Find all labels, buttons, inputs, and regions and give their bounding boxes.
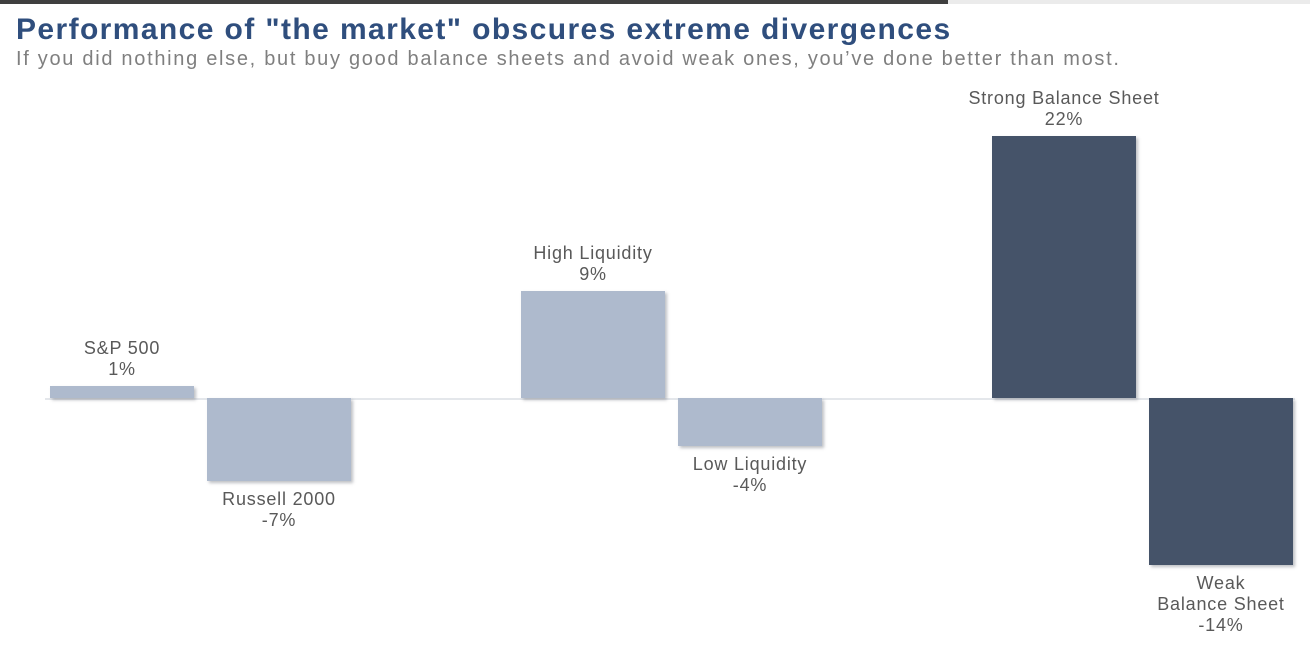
top-strip-dark xyxy=(0,0,948,4)
bar-label-russell-2000: Russell 2000 -7% xyxy=(159,489,399,531)
bar-strong-balance-sheet xyxy=(992,136,1136,398)
bar-label-line: -4% xyxy=(732,475,768,495)
bar-label-strong-balance-sheet: Strong Balance Sheet 22% xyxy=(944,88,1184,130)
bar-label-line: Balance Sheet xyxy=(1157,594,1285,614)
bar-weak-balance-sheet xyxy=(1149,398,1293,565)
bar-russell-2000 xyxy=(207,398,351,481)
top-strip-light xyxy=(948,0,1310,4)
chart-subtitle: If you did nothing else, but buy good ba… xyxy=(16,48,1121,70)
bar-label-low-liquidity: Low Liquidity -4% xyxy=(630,454,870,496)
bar-high-liquidity xyxy=(521,291,665,398)
bar-label-line: S&P 500 xyxy=(83,338,161,358)
bar-label-line: 22% xyxy=(1044,109,1084,129)
bar-s-p-500 xyxy=(50,386,194,398)
bar-label-line: -14% xyxy=(1198,615,1244,635)
zero-axis-line xyxy=(45,398,1295,400)
bar-label-line: -7% xyxy=(261,510,297,530)
bar-label-line: Weak xyxy=(1196,573,1246,593)
bar-label-s-p-500: S&P 500 1% xyxy=(2,338,242,380)
bar-label-high-liquidity: High Liquidity 9% xyxy=(473,243,713,285)
bar-label-line: Strong Balance Sheet xyxy=(968,88,1160,108)
bar-label-line: Low Liquidity xyxy=(692,454,808,474)
bar-label-line: 9% xyxy=(579,264,607,284)
top-edge-strip xyxy=(0,0,1310,4)
bar-label-line: Russell 2000 xyxy=(222,489,336,509)
bar-label-weak-balance-sheet: Weak Balance Sheet -14% xyxy=(1101,573,1310,636)
chart-title: Performance of "the market" obscures ext… xyxy=(16,13,952,46)
bar-label-line: High Liquidity xyxy=(533,243,653,263)
bar-low-liquidity xyxy=(678,398,822,446)
bar-label-line: 1% xyxy=(108,359,136,379)
